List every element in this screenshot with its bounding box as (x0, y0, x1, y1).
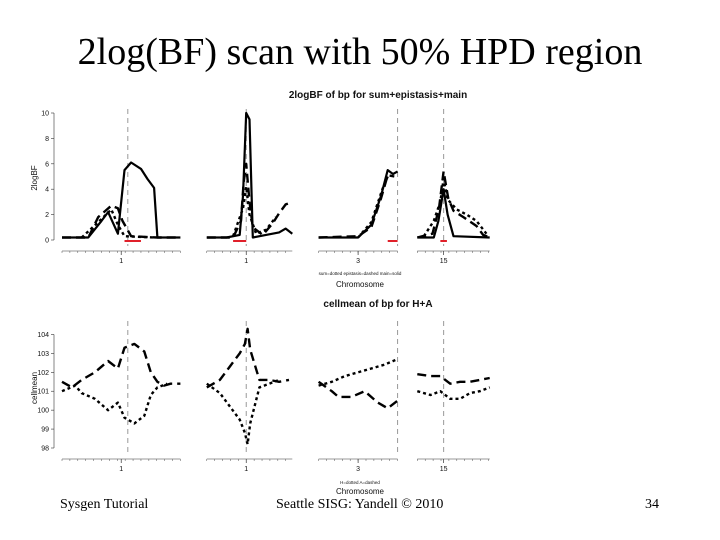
bottom-y-tick-label: 98 (41, 446, 49, 453)
bottom-y-tick-label: 104 (37, 332, 49, 339)
top-series-solid (62, 161, 181, 239)
footer-center: Seattle SISG: Yandell © 2010 (276, 497, 444, 512)
top-legend: sum=dotted epistasis=dashed main=solid (319, 271, 402, 276)
bottom-x-tick-label: 3 (356, 466, 360, 473)
top-chart-title: 2logBF of bp for sum+epistasis+main (289, 90, 467, 101)
top-y-tick-label: 10 (41, 111, 49, 118)
bottom-series-dashed (417, 373, 490, 385)
bottom-x-tick-label: 15 (440, 466, 448, 473)
page-number: 34 (645, 497, 659, 512)
bottom-y-tick-label: 103 (37, 351, 49, 358)
bottom-series-dotted (318, 357, 399, 387)
bottom-y-tick-label: 100 (37, 408, 49, 415)
top-series-dashed (206, 162, 293, 239)
top-series-solid (417, 188, 490, 239)
top-x-tick-label: 1 (119, 258, 123, 265)
top-series-dotted (357, 176, 389, 239)
bottom-series-dotted (206, 378, 280, 446)
bottom-x-axis-label: Chromosome (336, 487, 385, 496)
top-x-axis-label: Chromosome (336, 280, 385, 289)
top-series-dashed (417, 170, 491, 239)
top-y-tick-label: 4 (45, 187, 49, 194)
bottom-chart-title: cellmean of bp for H+A (323, 299, 432, 310)
top-y-tick-label: 2 (45, 212, 49, 219)
bottom-x-tick-label: 1 (244, 466, 248, 473)
bottom-y-tick-label: 102 (37, 370, 49, 377)
bottom-series-dotted (416, 386, 491, 400)
top-y-axis-label: 2logBF (30, 165, 39, 190)
top-series-dashed (62, 204, 181, 239)
top-series-dotted (231, 185, 277, 237)
bottom-series-dashed (61, 342, 181, 389)
top-y-tick-label: 0 (45, 238, 49, 245)
bottom-series-dashed (206, 327, 290, 389)
top-series-dotted (422, 177, 488, 237)
slide-title: 2log(BF) scan with 50% HPD region (77, 31, 643, 73)
bottom-series-dotted (61, 382, 168, 425)
bottom-legend: H=dotted A=dashed (340, 480, 380, 485)
bottom-y-axis-label: cellmean (30, 372, 39, 404)
top-y-tick-label: 6 (45, 161, 49, 168)
top-series-dashed (318, 174, 395, 239)
top-x-tick-label: 1 (244, 258, 248, 265)
top-series-dotted (80, 208, 155, 239)
bottom-series-dashed (317, 380, 399, 410)
bottom-y-tick-label: 99 (41, 427, 49, 434)
footer-left: Sysgen Tutorial (60, 497, 149, 512)
bottom-x-tick-label: 1 (119, 466, 123, 473)
top-series-solid (206, 111, 293, 239)
top-x-tick-label: 3 (356, 258, 360, 265)
bottom-y-tick-label: 101 (37, 389, 49, 396)
top-y-tick-label: 8 (45, 136, 49, 143)
top-x-tick-label: 15 (440, 258, 448, 265)
